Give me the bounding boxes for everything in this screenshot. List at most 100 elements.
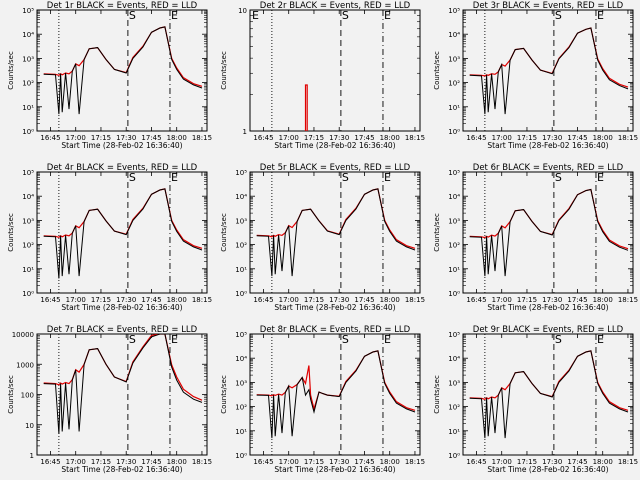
x-tick-label: 18:00 bbox=[593, 458, 613, 466]
marker-e-label: E bbox=[384, 9, 391, 22]
marker-s-label: S bbox=[342, 333, 349, 346]
x-tick-label: 17:00 bbox=[66, 458, 86, 466]
y-tick-label: 10⁰ bbox=[235, 452, 247, 460]
x-tick-label: 18:15 bbox=[192, 134, 212, 142]
marker-e-label: E bbox=[171, 333, 178, 346]
x-tick-label: 16:45 bbox=[40, 296, 60, 304]
y-tick-label: 1 bbox=[30, 452, 34, 460]
x-tick-label: 17:45 bbox=[141, 134, 161, 142]
y-axis-label: Counts/sec bbox=[220, 375, 228, 414]
y-tick-label: 10⁰ bbox=[448, 452, 460, 460]
marker-e-label: E bbox=[171, 9, 178, 22]
x-tick-label: 16:45 bbox=[253, 134, 273, 142]
marker-s-label: S bbox=[342, 9, 349, 22]
y-tick-label: 10² bbox=[448, 242, 460, 250]
x-tick-label: 17:15 bbox=[517, 296, 537, 304]
y-tick-label: 10³ bbox=[22, 55, 34, 63]
y-tick-label: 10² bbox=[22, 80, 34, 88]
plot-frame bbox=[249, 9, 421, 132]
y-tick-label: 10⁴ bbox=[448, 193, 460, 201]
plot-frame bbox=[36, 171, 208, 294]
y-tick-label: 10⁴ bbox=[448, 355, 460, 363]
x-tick-label: 17:45 bbox=[567, 296, 587, 304]
y-axis-label: Counts/sec bbox=[220, 213, 228, 252]
y-tick-label: 10⁰ bbox=[22, 290, 34, 298]
x-tick-label: 17:45 bbox=[567, 134, 587, 142]
x-tick-label: 16:45 bbox=[40, 134, 60, 142]
marker-e-label: E bbox=[597, 171, 604, 184]
y-tick-label: 1000 bbox=[16, 361, 34, 369]
x-tick-label: 18:00 bbox=[167, 458, 187, 466]
marker-s-label: S bbox=[129, 9, 136, 22]
plot-frame bbox=[249, 171, 421, 294]
y-axis-label: Counts/sec bbox=[7, 375, 15, 414]
x-tick-label: 18:00 bbox=[380, 458, 400, 466]
panel-det-2r: Det 2r BLACK = Events, RED = LLD 1 10 16:45… bbox=[220, 1, 425, 150]
series-events-line bbox=[43, 334, 203, 434]
y-tick-label: 10² bbox=[235, 242, 247, 250]
y-tick-label: 10¹ bbox=[22, 266, 34, 274]
y-tick-label: 10³ bbox=[448, 217, 460, 225]
y-tick-label: 10¹ bbox=[448, 104, 460, 112]
x-tick-label: 17:15 bbox=[91, 296, 111, 304]
x-tick-label: 17:30 bbox=[116, 134, 136, 142]
x-tick-label: 17:15 bbox=[517, 134, 537, 142]
marker-s-label: S bbox=[555, 171, 562, 184]
panel-det-6r: Det 6r BLACK = Events, RED = LLD 10⁰ 10¹ 10… bbox=[433, 163, 638, 312]
x-tick-label: 17:00 bbox=[66, 134, 86, 142]
panel-det-7r: Det 7r BLACK = Events, RED = LLD 1 10 100 10… bbox=[7, 325, 212, 474]
x-axis-label: Start Time (28-Feb-02 16:36:40) bbox=[487, 141, 608, 150]
x-tick-label: 18:00 bbox=[380, 134, 400, 142]
y-tick-label: 10² bbox=[448, 80, 460, 88]
y-axis-label: Counts/sec bbox=[7, 213, 15, 252]
x-axis-label: Start Time (28-Feb-02 16:36:40) bbox=[274, 303, 395, 312]
y-tick-label: 10 bbox=[25, 422, 34, 430]
x-tick-label: 17:45 bbox=[354, 134, 374, 142]
y-tick-label: 10² bbox=[448, 404, 460, 412]
y-tick-label: 10 bbox=[238, 7, 247, 15]
x-tick-label: 17:45 bbox=[354, 296, 374, 304]
x-tick-label: 18:15 bbox=[618, 458, 638, 466]
y-tick-label: 10³ bbox=[235, 217, 247, 225]
x-tick-label: 17:30 bbox=[542, 296, 562, 304]
marker-s-label: S bbox=[342, 171, 349, 184]
x-tick-label: 18:15 bbox=[192, 458, 212, 466]
y-axis-label: Counts/sec bbox=[433, 375, 441, 414]
y-tick-label: 10¹ bbox=[448, 428, 460, 436]
y-axis-label: Counts/sec bbox=[433, 51, 441, 90]
marker-s-label: S bbox=[129, 171, 136, 184]
panel-title: Det 9r BLACK = Events, RED = LLD bbox=[473, 325, 624, 335]
x-axis-label: Start Time (28-Feb-02 16:36:40) bbox=[61, 465, 182, 474]
x-tick-label: 17:45 bbox=[567, 458, 587, 466]
x-tick-label: 18:15 bbox=[192, 296, 212, 304]
panel-det-8r: Det 8r BLACK = Events, RED = LLD 10⁰ 10¹ 10… bbox=[220, 325, 425, 474]
x-tick-label: 17:30 bbox=[329, 458, 349, 466]
x-tick-label: 17:45 bbox=[354, 458, 374, 466]
panel-title: Det 5r BLACK = Events, RED = LLD bbox=[260, 163, 411, 173]
series-events-line bbox=[256, 350, 416, 439]
series-events-line bbox=[469, 188, 629, 277]
y-tick-label: 10¹ bbox=[22, 104, 34, 112]
x-tick-label: 17:15 bbox=[517, 458, 537, 466]
panel-title: Det 6r BLACK = Events, RED = LLD bbox=[473, 163, 624, 173]
x-tick-label: 18:15 bbox=[405, 296, 425, 304]
y-tick-label: 10⁵ bbox=[22, 169, 34, 177]
x-tick-label: 18:00 bbox=[593, 134, 613, 142]
x-tick-label: 17:15 bbox=[91, 134, 111, 142]
marker-e-label: E bbox=[384, 171, 391, 184]
y-tick-label: 10⁵ bbox=[448, 331, 460, 339]
plot-frame bbox=[249, 333, 421, 456]
x-tick-label: 17:30 bbox=[329, 296, 349, 304]
series-events-line bbox=[43, 188, 203, 279]
y-tick-label: 10¹ bbox=[448, 266, 460, 274]
panel-title: Det 1r BLACK = Events, RED = LLD bbox=[47, 1, 198, 11]
x-tick-label: 17:00 bbox=[66, 296, 86, 304]
x-tick-label: 17:15 bbox=[304, 296, 324, 304]
x-tick-label: 17:30 bbox=[542, 458, 562, 466]
series-events-line bbox=[43, 26, 203, 115]
marker-s-label: S bbox=[555, 9, 562, 22]
x-axis-label: Start Time (28-Feb-02 16:36:40) bbox=[274, 141, 395, 150]
marker-e-label-left: E bbox=[252, 9, 259, 22]
panel-title: Det 7r BLACK = Events, RED = LLD bbox=[47, 325, 198, 335]
y-axis-label: Counts/sec bbox=[433, 213, 441, 252]
